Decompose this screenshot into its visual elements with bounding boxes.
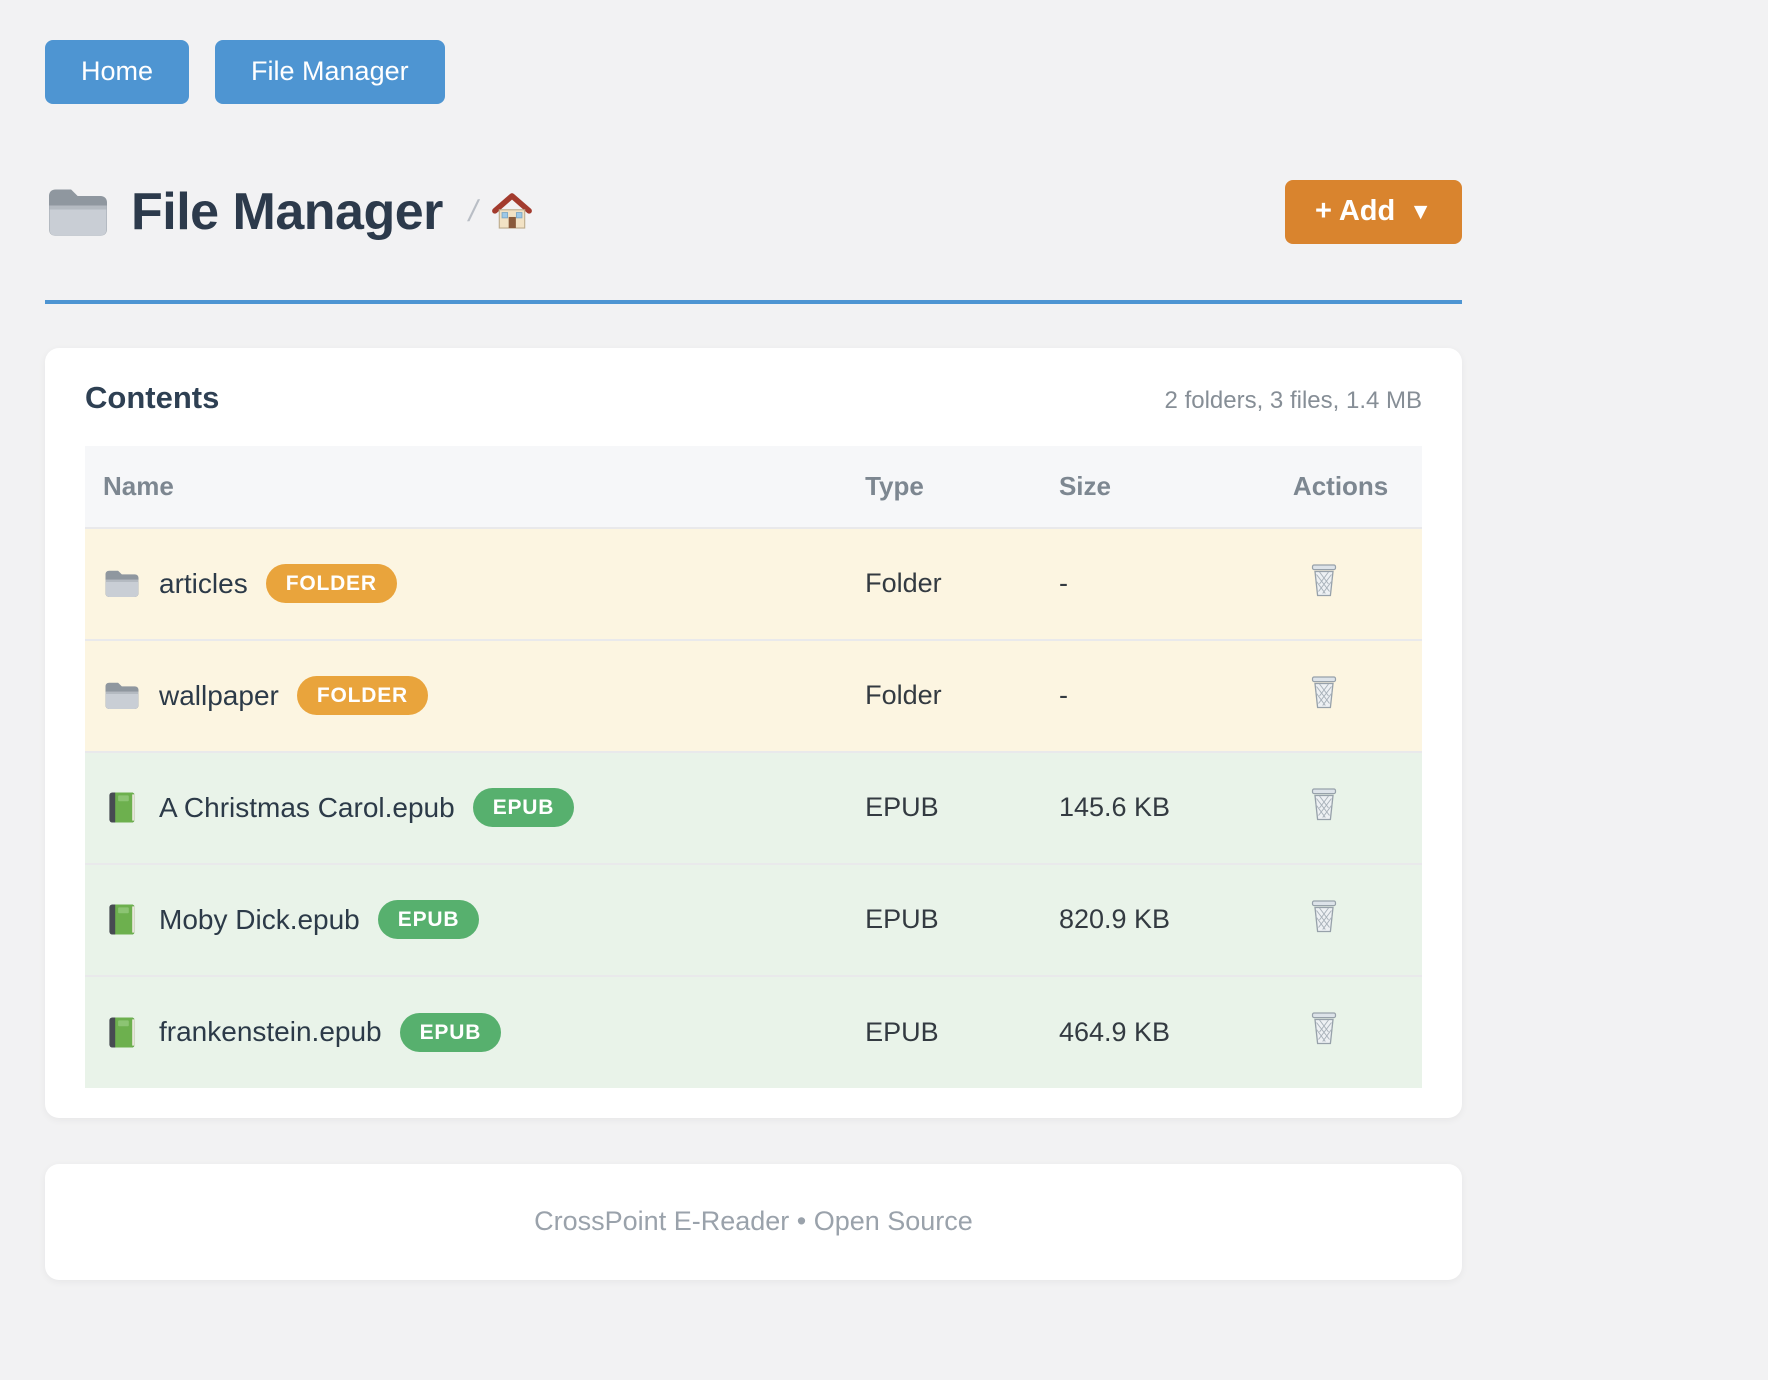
trash-icon <box>1309 563 1339 598</box>
delete-button[interactable] <box>1309 563 1339 598</box>
delete-button[interactable] <box>1309 899 1339 934</box>
folder-icon <box>103 679 141 712</box>
caret-down-icon: ▼ <box>1409 198 1432 225</box>
nav-button-file-manager[interactable]: File Manager <box>215 40 445 104</box>
book-icon <box>103 1016 141 1049</box>
footer-card: CrossPoint E-Reader • Open Source <box>45 1163 1462 1280</box>
file-type: EPUB <box>847 750 1041 864</box>
file-size: 820.9 KB <box>1040 862 1275 976</box>
file-size: 464.9 KB <box>1040 974 1275 1088</box>
file-link[interactable]: frankenstein.epub EPUB <box>103 1012 502 1052</box>
file-name: A Christmas Carol.epub <box>159 791 455 823</box>
delete-button[interactable] <box>1309 1011 1339 1046</box>
file-type: Folder <box>847 526 1041 640</box>
trash-icon <box>1309 899 1339 934</box>
breadcrumb-separator: / <box>465 194 481 228</box>
table-row: Moby Dick.epub EPUB EPUB 820.9 KB <box>85 862 1422 976</box>
file-size: 145.6 KB <box>1040 750 1275 864</box>
file-type-badge: EPUB <box>472 788 575 828</box>
column-header-size: Size <box>1040 445 1275 528</box>
file-link[interactable]: Moby Dick.epub EPUB <box>103 900 480 940</box>
file-type-badge: FOLDER <box>296 676 428 716</box>
accent-divider <box>45 299 1462 304</box>
file-type: EPUB <box>847 862 1041 976</box>
breadcrumb-home-link[interactable] <box>491 192 533 232</box>
file-type: Folder <box>847 638 1041 752</box>
page-header: File Manager / + Add ▼ <box>45 170 1462 254</box>
delete-button[interactable] <box>1309 787 1339 822</box>
trash-icon <box>1309 675 1339 710</box>
file-table: Name Type Size Actions articles FOLDER F… <box>85 445 1422 1088</box>
contents-heading: Contents <box>85 379 220 415</box>
folder-icon <box>103 567 141 600</box>
add-button[interactable]: + Add ▼ <box>1284 179 1462 244</box>
contents-card: Contents 2 folders, 3 files, 1.4 MB Name… <box>45 347 1462 1118</box>
column-header-name: Name <box>85 445 848 528</box>
file-link[interactable]: wallpaper FOLDER <box>103 676 428 716</box>
page-container: Home File Manager File Manager / + Add ▼… <box>45 0 1462 1280</box>
column-header-type: Type <box>847 445 1041 528</box>
page-title: File Manager <box>131 182 443 241</box>
table-row: wallpaper FOLDER Folder - <box>85 638 1422 752</box>
book-icon <box>103 903 141 936</box>
file-type-badge: EPUB <box>399 1012 502 1052</box>
file-link[interactable]: articles FOLDER <box>103 564 397 604</box>
file-name: wallpaper <box>159 679 279 711</box>
contents-summary: 2 folders, 3 files, 1.4 MB <box>1164 386 1422 414</box>
book-icon <box>103 791 141 824</box>
file-name: frankenstein.epub <box>159 1016 382 1048</box>
file-type-badge: FOLDER <box>265 564 397 604</box>
file-name: Moby Dick.epub <box>159 903 360 935</box>
column-header-actions: Actions <box>1274 445 1422 528</box>
file-type-badge: EPUB <box>377 900 480 940</box>
file-name: articles <box>159 567 248 599</box>
file-link[interactable]: A Christmas Carol.epub EPUB <box>103 788 575 828</box>
table-row: articles FOLDER Folder - <box>85 526 1422 640</box>
trash-icon <box>1309 787 1339 822</box>
delete-button[interactable] <box>1309 675 1339 710</box>
add-button-label: + Add <box>1314 194 1396 227</box>
footer-text: CrossPoint E-Reader • Open Source <box>534 1206 973 1237</box>
nav-button-home[interactable]: Home <box>45 40 190 104</box>
folder-icon <box>45 183 111 241</box>
table-row: A Christmas Carol.epub EPUB EPUB 145.6 K… <box>85 750 1422 864</box>
table-row: frankenstein.epub EPUB EPUB 464.9 KB <box>85 974 1422 1088</box>
house-icon <box>491 192 533 232</box>
table-header-row: Name Type Size Actions <box>85 445 1422 528</box>
file-size: - <box>1040 638 1275 752</box>
file-size: - <box>1040 526 1275 640</box>
file-type: EPUB <box>847 974 1041 1088</box>
trash-icon <box>1309 1011 1339 1046</box>
top-nav: Home File Manager <box>45 40 1462 104</box>
contents-card-header: Contents 2 folders, 3 files, 1.4 MB <box>85 380 1422 416</box>
